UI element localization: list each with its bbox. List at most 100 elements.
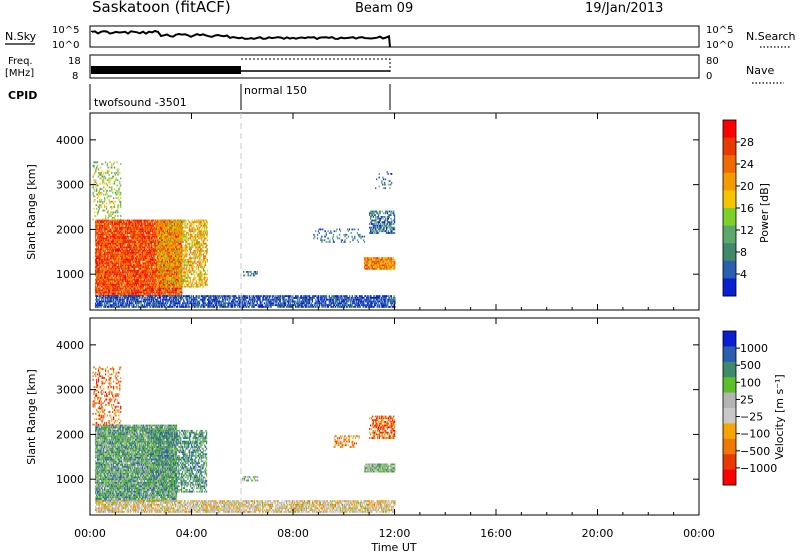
data-cell — [182, 280, 184, 283]
data-cell — [186, 224, 188, 227]
data-cell — [175, 251, 177, 254]
data-cell — [119, 246, 122, 249]
data-cell — [127, 267, 130, 270]
data-cell — [127, 278, 130, 281]
data-cell — [128, 284, 130, 286]
data-cell — [134, 235, 136, 238]
data-cell — [135, 235, 138, 238]
data-cell — [183, 219, 185, 222]
data-cell — [97, 251, 99, 254]
data-cell — [133, 257, 135, 259]
data-cell — [167, 289, 169, 292]
data-cell — [175, 241, 178, 243]
data-cell — [132, 251, 134, 254]
data-cell — [130, 285, 132, 288]
data-cell — [148, 276, 150, 279]
data-cell — [146, 267, 148, 270]
data-cell — [134, 255, 136, 258]
data-cell — [100, 273, 102, 276]
nave-label: Nave — [746, 64, 774, 77]
data-cell — [99, 230, 101, 233]
data-cell — [189, 233, 191, 236]
data-cell — [179, 221, 181, 224]
data-cell — [115, 237, 117, 240]
data-cell — [172, 246, 174, 249]
data-cell — [116, 262, 118, 265]
data-cell — [119, 237, 121, 240]
data-cell — [123, 235, 125, 238]
data-cell — [96, 228, 98, 231]
data-cell — [113, 172, 116, 174]
data-cell — [134, 275, 136, 277]
data-cell — [145, 262, 147, 265]
data-cell — [172, 226, 174, 229]
data-cell — [92, 218, 94, 221]
data-cell — [155, 235, 157, 238]
data-cell — [164, 237, 166, 240]
data-cell — [99, 228, 101, 231]
data-cell — [111, 218, 113, 221]
data-cell — [146, 291, 148, 293]
data-cell — [167, 239, 169, 242]
data-cell — [187, 275, 189, 277]
data-cell — [102, 255, 104, 258]
data-cell — [127, 241, 130, 243]
data-cell — [103, 271, 105, 274]
data-cell — [157, 267, 159, 270]
data-cell — [105, 191, 108, 194]
data-cell — [110, 239, 112, 242]
data-cell — [143, 284, 145, 286]
data-cell — [139, 250, 141, 252]
data-cell — [169, 228, 171, 231]
nave-tick-bottom: 0 — [706, 71, 712, 82]
data-cell — [121, 230, 123, 233]
data-cell — [111, 241, 114, 243]
data-cell — [172, 223, 174, 225]
data-cell — [136, 289, 138, 292]
data-cell — [156, 291, 158, 293]
data-cell — [137, 242, 139, 245]
data-cell — [151, 269, 153, 272]
data-cell — [152, 289, 154, 292]
data-cell — [188, 271, 190, 274]
data-cell — [174, 291, 176, 293]
data-cell — [137, 244, 139, 247]
data-cell — [137, 273, 139, 276]
data-cell — [179, 259, 181, 261]
data-cell — [111, 251, 113, 254]
data-cell — [144, 253, 146, 256]
data-cell — [185, 275, 187, 277]
data-cell — [179, 257, 181, 259]
data-cell — [151, 271, 154, 274]
data-cell — [143, 248, 145, 250]
data-cell — [135, 275, 138, 277]
data-cell — [140, 244, 142, 247]
data-cell — [180, 224, 182, 227]
data-cell — [165, 241, 167, 243]
data-cell — [181, 228, 183, 231]
data-cell — [95, 284, 97, 286]
data-cell — [105, 218, 107, 221]
data-cell — [100, 204, 102, 207]
data-cell — [116, 289, 118, 292]
data-cell — [157, 244, 159, 247]
data-cell — [110, 275, 112, 277]
data-cell — [109, 186, 111, 189]
data-cell — [156, 244, 158, 247]
data-cell — [105, 284, 107, 286]
data-cell — [179, 241, 181, 243]
data-cell — [147, 248, 149, 250]
data-cell — [114, 285, 116, 288]
data-cell — [137, 262, 139, 265]
data-cell — [151, 273, 153, 276]
data-cell — [141, 226, 143, 229]
data-cell — [188, 246, 190, 249]
data-cell — [160, 266, 162, 268]
data-cell — [97, 293, 99, 295]
data-cell — [114, 255, 116, 258]
data-cell — [118, 199, 120, 201]
data-cell — [184, 255, 186, 258]
data-cell — [168, 264, 170, 267]
data-cell — [179, 282, 181, 284]
data-cell — [175, 248, 178, 250]
